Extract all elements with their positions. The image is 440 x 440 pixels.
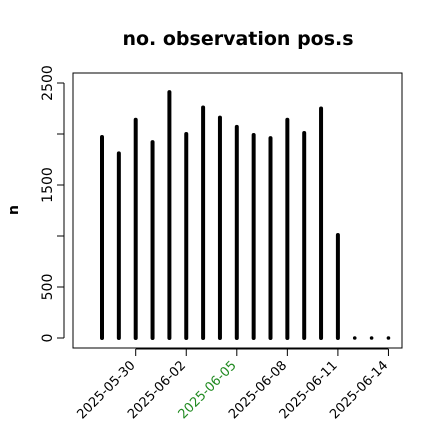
bar-zero-point [352, 336, 357, 340]
y-tick-label: 500 [40, 274, 56, 301]
bar-zero-point [369, 336, 374, 340]
y-tick-label: 0 [40, 334, 56, 343]
chart-title: no. observation pos.s [122, 28, 353, 50]
y-tick-label: 1500 [40, 167, 56, 203]
y-tick-label: 2500 [40, 65, 56, 101]
y-axis-label: n [6, 205, 22, 215]
x-axis: 2025-05-302025-06-022025-06-052025-06-08… [74, 348, 391, 422]
bars [100, 90, 391, 340]
bar-zero-point [386, 336, 391, 340]
plot-frame [72, 72, 403, 349]
y-axis: 0 500 1500 2500 [40, 65, 65, 343]
